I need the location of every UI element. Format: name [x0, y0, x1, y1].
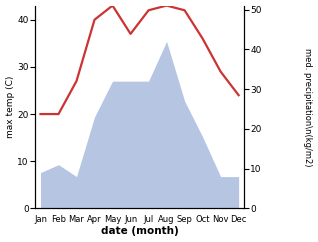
X-axis label: date (month): date (month)	[101, 227, 178, 236]
Y-axis label: med. precipitation\n(kg/m2): med. precipitation\n(kg/m2)	[303, 48, 313, 166]
Y-axis label: max temp (C): max temp (C)	[5, 76, 15, 138]
